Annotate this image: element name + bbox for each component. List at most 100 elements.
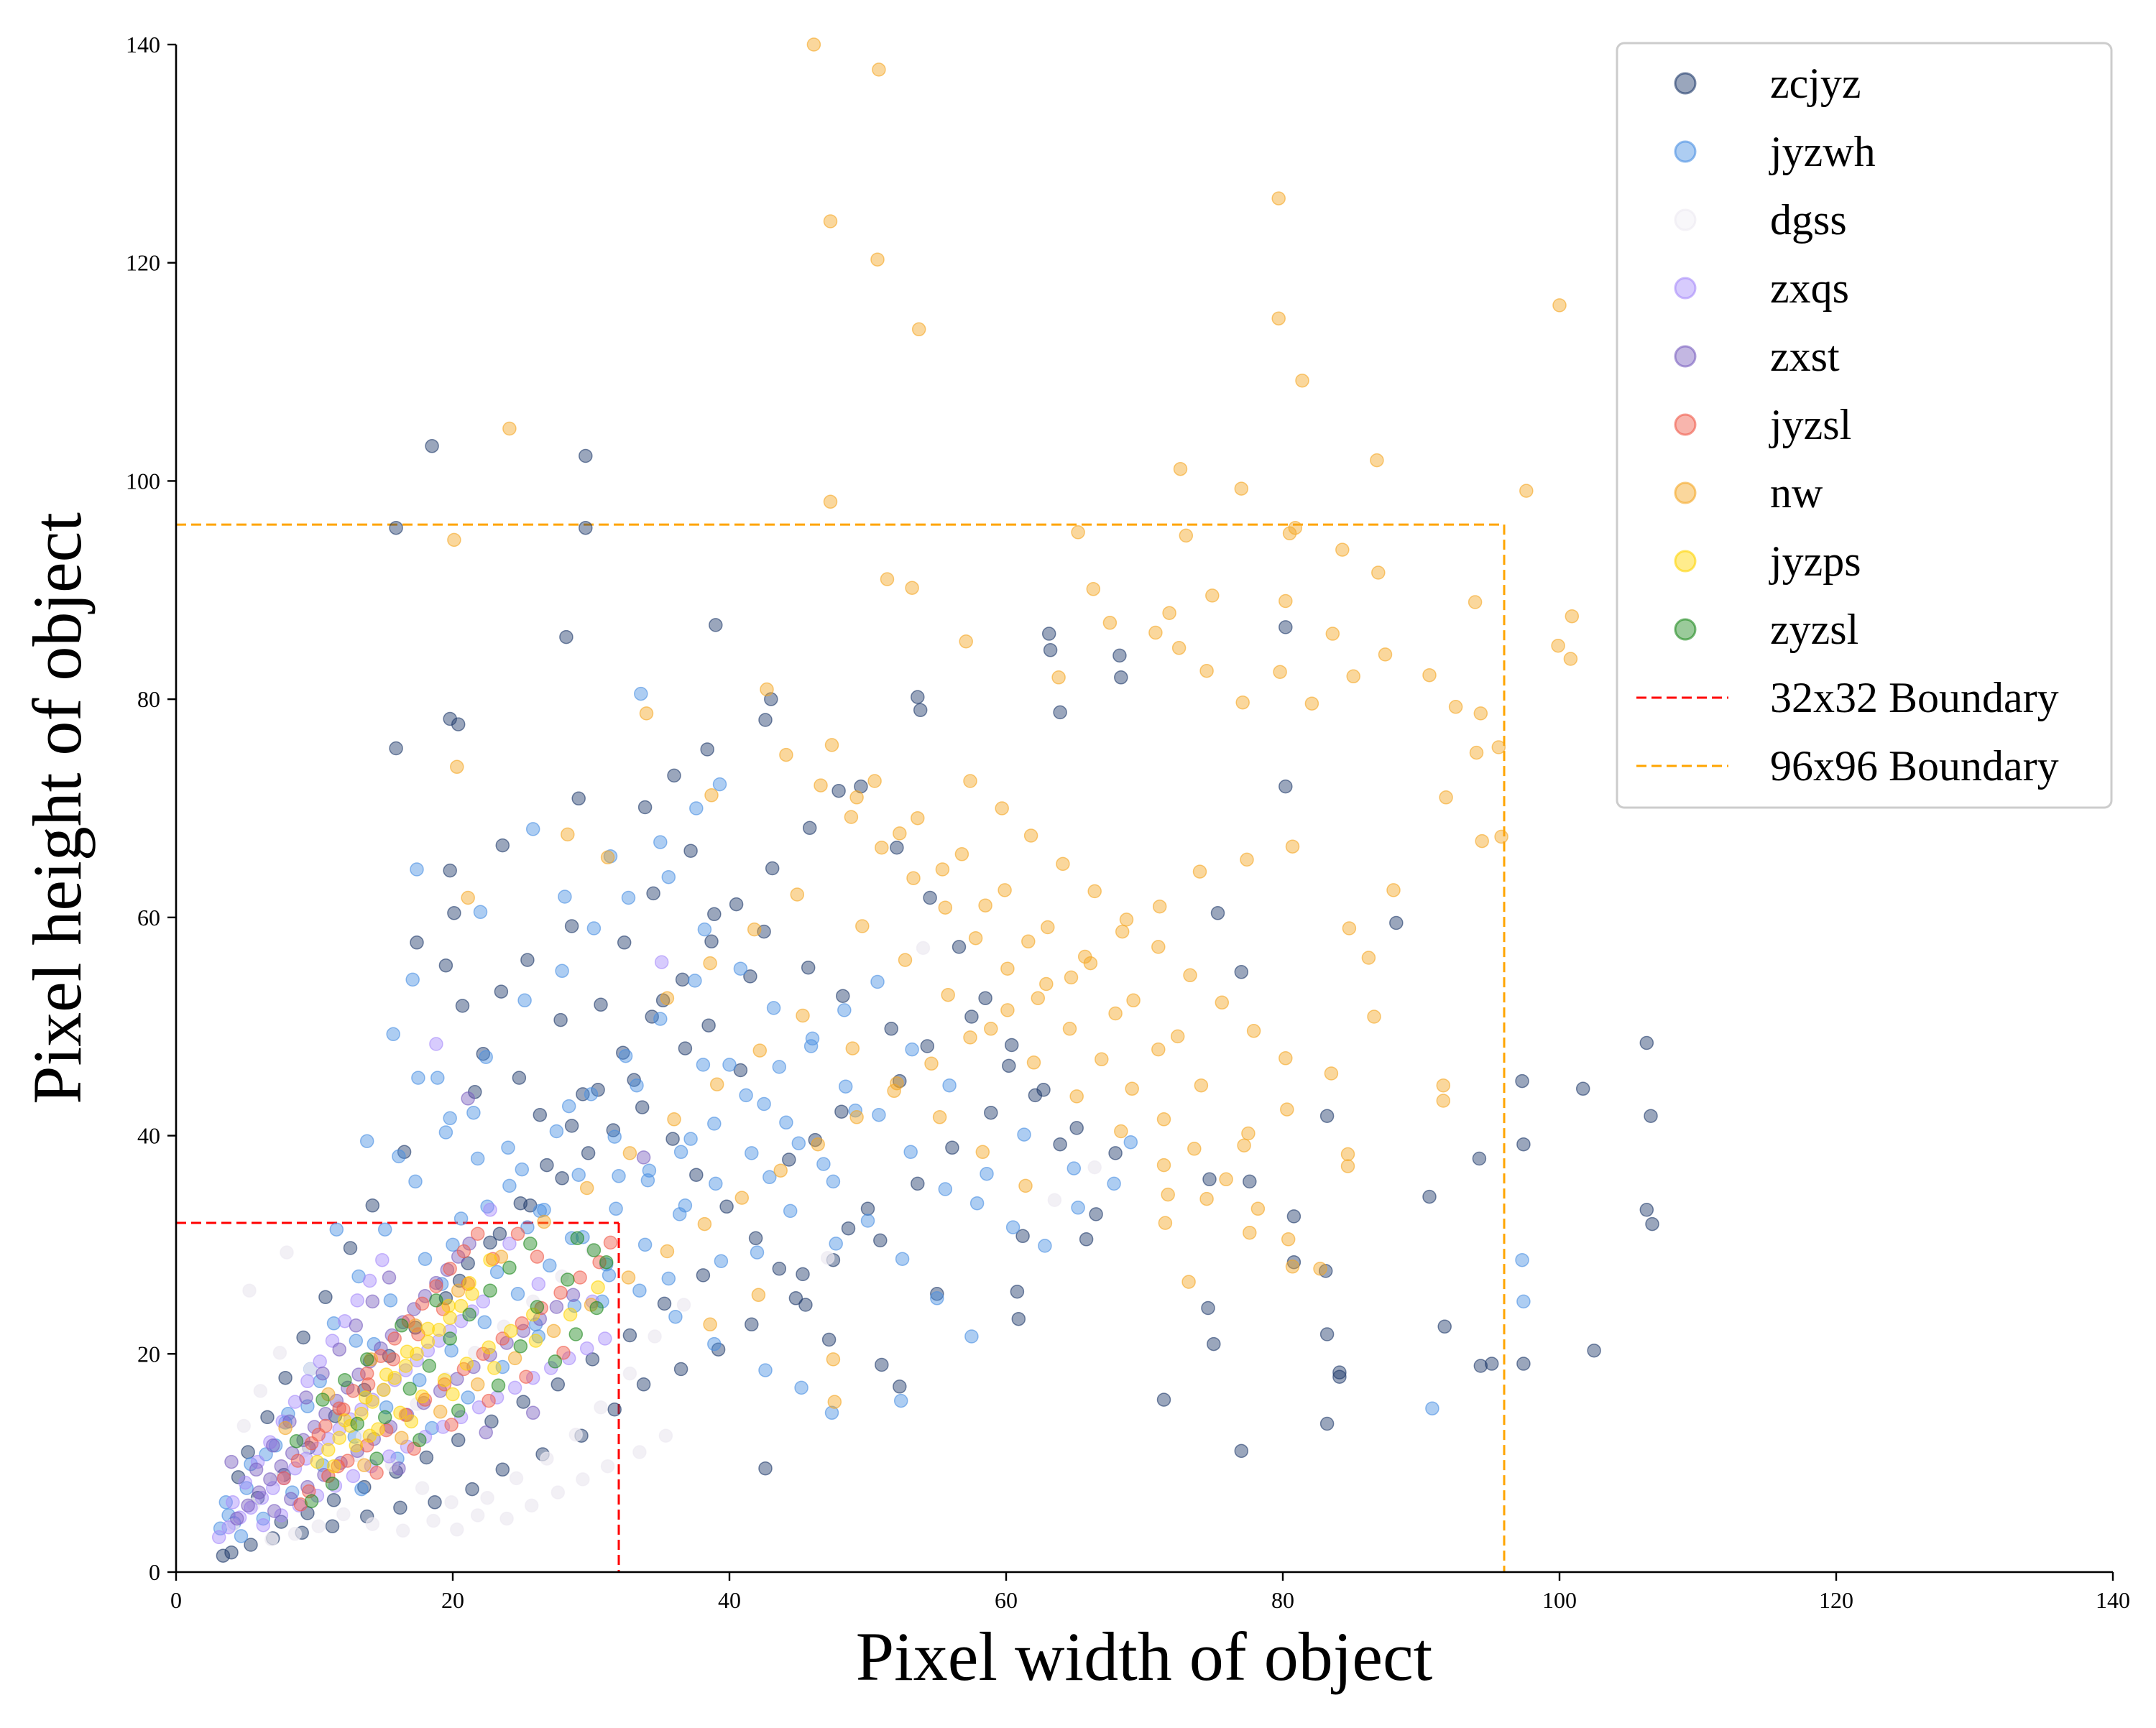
point-jyzwh-82 [837, 1003, 852, 1017]
legend-label: zxst [1770, 333, 1840, 380]
point-nw-88 [906, 871, 921, 885]
point-nw-166 [827, 1395, 842, 1409]
point-zcjyz-184 [1053, 1137, 1067, 1152]
point-zcjyz-189 [397, 1145, 412, 1160]
point-zcjyz-173 [729, 897, 744, 912]
point-zcjyz-152 [585, 1352, 600, 1367]
point-zxqs-56 [579, 1341, 594, 1356]
point-zcjyz-19 [1279, 779, 1293, 794]
legend-marker-nw [1674, 481, 1697, 504]
point-jyzwh-63 [234, 1529, 249, 1543]
point-jyzwh-11 [411, 1071, 425, 1085]
point-jyzwh-101 [584, 1087, 599, 1101]
point-nw-15 [1519, 484, 1534, 498]
point-zxqs-0 [211, 1530, 226, 1545]
point-nw-120 [1243, 1225, 1257, 1240]
point-nw-148 [1194, 1078, 1209, 1093]
point-nw-42 [1448, 700, 1463, 714]
point-jyzwh-0 [634, 686, 648, 701]
point-zyzsl-28 [429, 1293, 443, 1308]
point-zcjyz-143 [689, 1168, 704, 1182]
point-jyzps-7 [387, 1370, 402, 1385]
point-jyzwh-89 [602, 1268, 617, 1283]
point-dgss-24 [395, 1523, 410, 1538]
point-nw-38 [1304, 696, 1319, 711]
point-zxst-39 [549, 1300, 564, 1314]
point-jyzwh-111 [930, 1291, 944, 1306]
point-zcjyz-58 [1156, 1392, 1171, 1407]
point-zcjyz-46 [1010, 1284, 1025, 1299]
point-jyzps-25 [358, 1390, 373, 1405]
point-zyzsl-3 [359, 1352, 374, 1367]
point-jyzps-0 [310, 1454, 325, 1469]
point-zxqs-7 [287, 1461, 303, 1476]
point-zcjyz-57 [1516, 1357, 1531, 1371]
point-zxst-50 [636, 1150, 651, 1165]
point-nw-113 [941, 987, 955, 1002]
point-zcjyz-83 [438, 958, 453, 973]
point-nw-107 [954, 847, 969, 861]
point-zcjyz-53 [1437, 1319, 1452, 1334]
point-nw-78 [461, 890, 475, 905]
point-zxst-1 [241, 1498, 255, 1513]
point-nw-127 [579, 1181, 594, 1196]
legend-marker-dgss [1674, 208, 1697, 231]
point-nw-170 [1179, 528, 1194, 543]
legend-label: jyzsl [1769, 401, 1851, 448]
point-nw-53 [1240, 852, 1254, 867]
point-jyzps-20 [459, 1357, 474, 1371]
point-jyzsl-1 [290, 1454, 305, 1468]
point-zcjyz-75 [743, 969, 757, 984]
point-zxst-53 [392, 1461, 406, 1476]
point-zcjyz-138 [555, 1171, 569, 1186]
point-zcjyz-91 [683, 844, 698, 858]
point-zcjyz-171 [675, 972, 690, 987]
point-zcjyz-2 [389, 520, 403, 535]
point-nw-60 [963, 1030, 977, 1045]
point-nw-171 [1086, 582, 1101, 596]
point-zcjyz-20 [571, 791, 586, 806]
point-jyzwh-17 [517, 993, 532, 1008]
point-nw-18 [880, 572, 895, 586]
point-zxst-48 [365, 1294, 380, 1309]
point-nw-134 [278, 1420, 292, 1436]
point-jyzwh-10 [405, 972, 420, 987]
point-zxqs-1 [221, 1520, 236, 1535]
point-zxqs-58 [429, 1037, 443, 1051]
point-dgss-28 [509, 1471, 524, 1486]
point-zcjyz-30 [1515, 1073, 1529, 1089]
point-jyzwh-105 [722, 1058, 737, 1072]
point-jyzwh-86 [709, 1176, 723, 1191]
point-jyzwh-7 [712, 777, 727, 792]
point-nw-22 [1335, 542, 1350, 557]
point-nw-103 [1126, 993, 1141, 1008]
point-zyzsl-2 [338, 1372, 352, 1387]
point-dgss-20 [311, 1519, 326, 1533]
point-zcjyz-35 [1639, 1203, 1654, 1217]
point-zyzsl-6 [422, 1359, 437, 1373]
point-zcjyz-64 [930, 1287, 944, 1301]
point-nw-6 [1271, 311, 1286, 325]
point-jyzwh-103 [653, 1012, 668, 1026]
point-jyzwh-133 [383, 1293, 398, 1308]
point-zxst-44 [299, 1390, 313, 1405]
point-zcjyz-181 [978, 991, 992, 1005]
point-zcjyz-86 [594, 997, 608, 1012]
point-jyzwh-1 [525, 822, 540, 836]
point-nw-31 [1051, 670, 1066, 685]
point-zcjyz-9 [758, 713, 773, 727]
axes [175, 45, 2113, 1574]
point-nw-106 [998, 883, 1012, 897]
point-nw-104 [1083, 956, 1098, 971]
point-nw-71 [546, 1323, 561, 1339]
point-nw-24 [1468, 595, 1483, 609]
point-jyzwh-23 [733, 961, 748, 976]
series-zyzsl [289, 1231, 614, 1509]
point-nw-109 [867, 774, 882, 788]
point-zcjyz-31 [1575, 1081, 1590, 1096]
point-zyzsl-29 [350, 1416, 364, 1431]
point-jyzsl-29 [573, 1270, 587, 1285]
point-nw-95 [1125, 1081, 1139, 1096]
point-jyzsl-40 [369, 1466, 384, 1480]
